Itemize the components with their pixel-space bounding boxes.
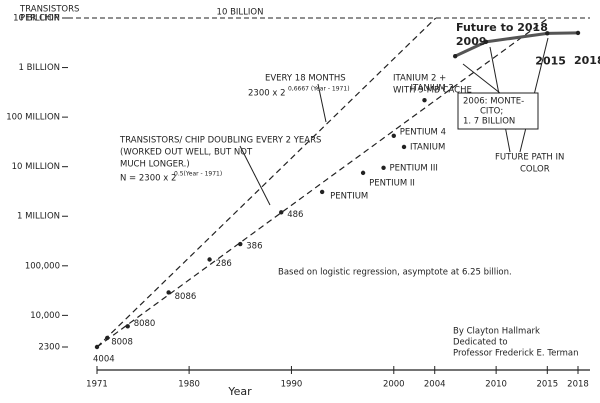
chip-point: [207, 257, 212, 262]
point-label: 8086: [175, 292, 197, 302]
chip-point: [401, 144, 407, 150]
leader: [317, 83, 327, 123]
annotation: 2300 x 2: [248, 89, 285, 99]
chart-title: Future to 2018: [456, 21, 548, 34]
y-axis-title: TRANSISTORS: [19, 5, 79, 15]
future-label: 2018: [574, 54, 600, 67]
point-label: 486: [287, 210, 303, 220]
point-label: PENTIUM III: [390, 163, 438, 173]
y-tick-label: 10,000: [30, 311, 60, 321]
y-tick-label: 100,000: [25, 261, 60, 271]
y-tick-label: 2300: [38, 343, 60, 353]
point-label: PENTIUM II: [369, 178, 415, 188]
y-tick-label: 1 BILLION: [19, 63, 60, 73]
annotation: EVERY 18 MONTHS: [265, 74, 346, 84]
leader: [239, 145, 271, 206]
chip-point: [360, 170, 366, 176]
x-tick-label: 2004: [424, 380, 446, 390]
y-tick-label: 10 BILLION: [13, 14, 60, 24]
x-tick-label: 2010: [485, 380, 507, 390]
point-label: 4004: [93, 355, 115, 365]
callout-box: [457, 92, 539, 130]
future-point: [545, 31, 550, 36]
annotation: By Clayton Hallmark: [453, 327, 540, 337]
future-label: 2009: [456, 35, 487, 48]
annotation: Professor Frederick E. Terman: [453, 349, 579, 359]
annotation: 1. 7 BILLION: [463, 117, 515, 127]
annotation: TRANSISTORS/ CHIP DOUBLING EVERY 2 YEARS: [119, 136, 321, 146]
annotation: MUCH LONGER.): [120, 160, 190, 170]
chip-point: [238, 241, 243, 247]
x-tick-label: 1980: [178, 380, 200, 390]
future-point: [452, 53, 458, 59]
trend-line: [96, 17, 549, 348]
chip-point: [125, 324, 130, 329]
trend-line: [96, 17, 437, 348]
chip-point: [319, 189, 325, 195]
future-point: [575, 30, 581, 36]
y-tick-label: 100 MILLION: [6, 113, 60, 123]
x-tick-label: 1971: [86, 380, 108, 390]
annotation: 0.5(Year - 1971): [174, 171, 222, 178]
future-line: [454, 31, 579, 58]
y-axis-title: PER CHIP: [20, 14, 59, 24]
annotation: WITH 9-MB CACHE: [393, 86, 472, 96]
chip-point: [166, 290, 171, 295]
point-label: ITANIUM: [410, 142, 445, 152]
chip-point: [391, 133, 396, 138]
point-label: 386: [246, 242, 262, 252]
annotation: N = 2300 x 2: [120, 174, 176, 184]
annotation: Based on logistic regression, asymptote …: [278, 268, 512, 278]
point-label: PENTIUM 4: [400, 127, 446, 137]
chip-point: [105, 335, 110, 341]
annotation: 0,6667 (Year - 1971): [288, 86, 350, 93]
chip-point: [422, 97, 427, 103]
x-axis-title: Year: [227, 385, 252, 398]
chip-point: [94, 344, 100, 350]
point-label: 8080: [134, 319, 156, 329]
point-label: ITANIUM 2: [410, 84, 453, 94]
annotation: COLOR: [520, 165, 550, 175]
annotation: CITO;: [480, 107, 503, 117]
future-label: 2015: [535, 54, 566, 67]
annotation: 2006: MONTE-: [463, 97, 524, 107]
leader: [462, 63, 501, 94]
annotation: Dedicated to: [453, 338, 508, 348]
annotation: (WORKED OUT WELL, BUT NOT: [120, 148, 253, 158]
annotation: ITANIUM 2 +: [393, 74, 446, 84]
x-tick-label: 1990: [281, 380, 303, 390]
x-tick-label: 2000: [383, 380, 405, 390]
x-tick-label: 2018: [567, 380, 589, 390]
point-label: 286: [216, 259, 232, 269]
y-tick-label: 10 MILLION: [12, 162, 60, 172]
chip-point: [279, 210, 284, 215]
annotation: FUTURE PATH IN: [495, 153, 564, 163]
x-tick-label: 2015: [536, 380, 558, 390]
point-label: PENTIUM: [330, 191, 368, 201]
y-tick-label: 1 MILLION: [17, 212, 60, 222]
ceiling-label: 10 BILLION: [217, 8, 264, 18]
future-point: [483, 39, 489, 45]
chip-point: [381, 165, 386, 170]
point-label: 8008: [111, 337, 133, 347]
